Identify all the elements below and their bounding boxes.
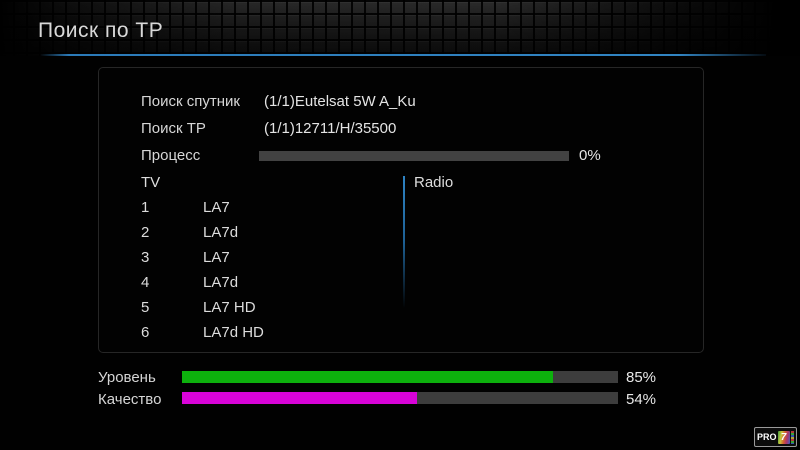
tv-channel-name: LA7 bbox=[203, 249, 230, 266]
header-texture bbox=[0, 0, 800, 56]
satellite-search-label: Поиск спутник bbox=[141, 93, 240, 110]
signal-level-label: Уровень bbox=[98, 369, 156, 386]
scan-progress-bar bbox=[259, 151, 569, 161]
brand-logo-badge-icon: 7 bbox=[777, 430, 790, 444]
signal-level-fill bbox=[182, 371, 553, 383]
signal-quality-bar bbox=[182, 392, 618, 404]
brand-logo-stripe-icon bbox=[790, 430, 794, 444]
tv-channel-name: LA7d HD bbox=[203, 324, 264, 341]
signal-level-bar bbox=[182, 371, 618, 383]
signal-quality-percent: 54% bbox=[626, 391, 657, 408]
signal-quality-label: Качество bbox=[98, 391, 162, 408]
signal-quality-fill bbox=[182, 392, 418, 404]
tp-search-label: Поиск ТР bbox=[141, 120, 206, 137]
progress-label: Процесс bbox=[141, 147, 201, 164]
column-divider bbox=[403, 176, 405, 308]
signal-level-percent: 85% bbox=[626, 369, 657, 386]
tv-channel-number: 5 bbox=[141, 299, 150, 316]
radio-column-header: Radio bbox=[414, 174, 454, 191]
tv-channel-name: LA7 HD bbox=[203, 299, 256, 316]
tv-channel-name: LA7d bbox=[203, 224, 239, 241]
tv-channel-number: 6 bbox=[141, 324, 150, 341]
page-title: Поиск по ТР bbox=[38, 19, 164, 42]
title-underline bbox=[40, 54, 766, 56]
tv-channel-number: 4 bbox=[141, 274, 150, 291]
brand-logo-text: PRO bbox=[757, 432, 777, 442]
tv-channel-number: 2 bbox=[141, 224, 150, 241]
scan-progress-percent: 0% bbox=[579, 147, 601, 164]
tv-column-header: TV bbox=[141, 174, 161, 191]
tv-channel-name: LA7 bbox=[203, 199, 230, 216]
tv-channel-number: 1 bbox=[141, 199, 150, 216]
satellite-search-value: (1/1)Eutelsat 5W A_Ku bbox=[264, 93, 416, 110]
tv-channel-number: 3 bbox=[141, 249, 150, 266]
brand-logo: PRO 7 bbox=[754, 427, 797, 447]
tp-search-value: (1/1)12711/H/35500 bbox=[264, 120, 397, 137]
scan-panel: Поиск спутник (1/1)Eutelsat 5W A_Ku Поис… bbox=[98, 67, 704, 353]
tv-channel-name: LA7d bbox=[203, 274, 239, 291]
